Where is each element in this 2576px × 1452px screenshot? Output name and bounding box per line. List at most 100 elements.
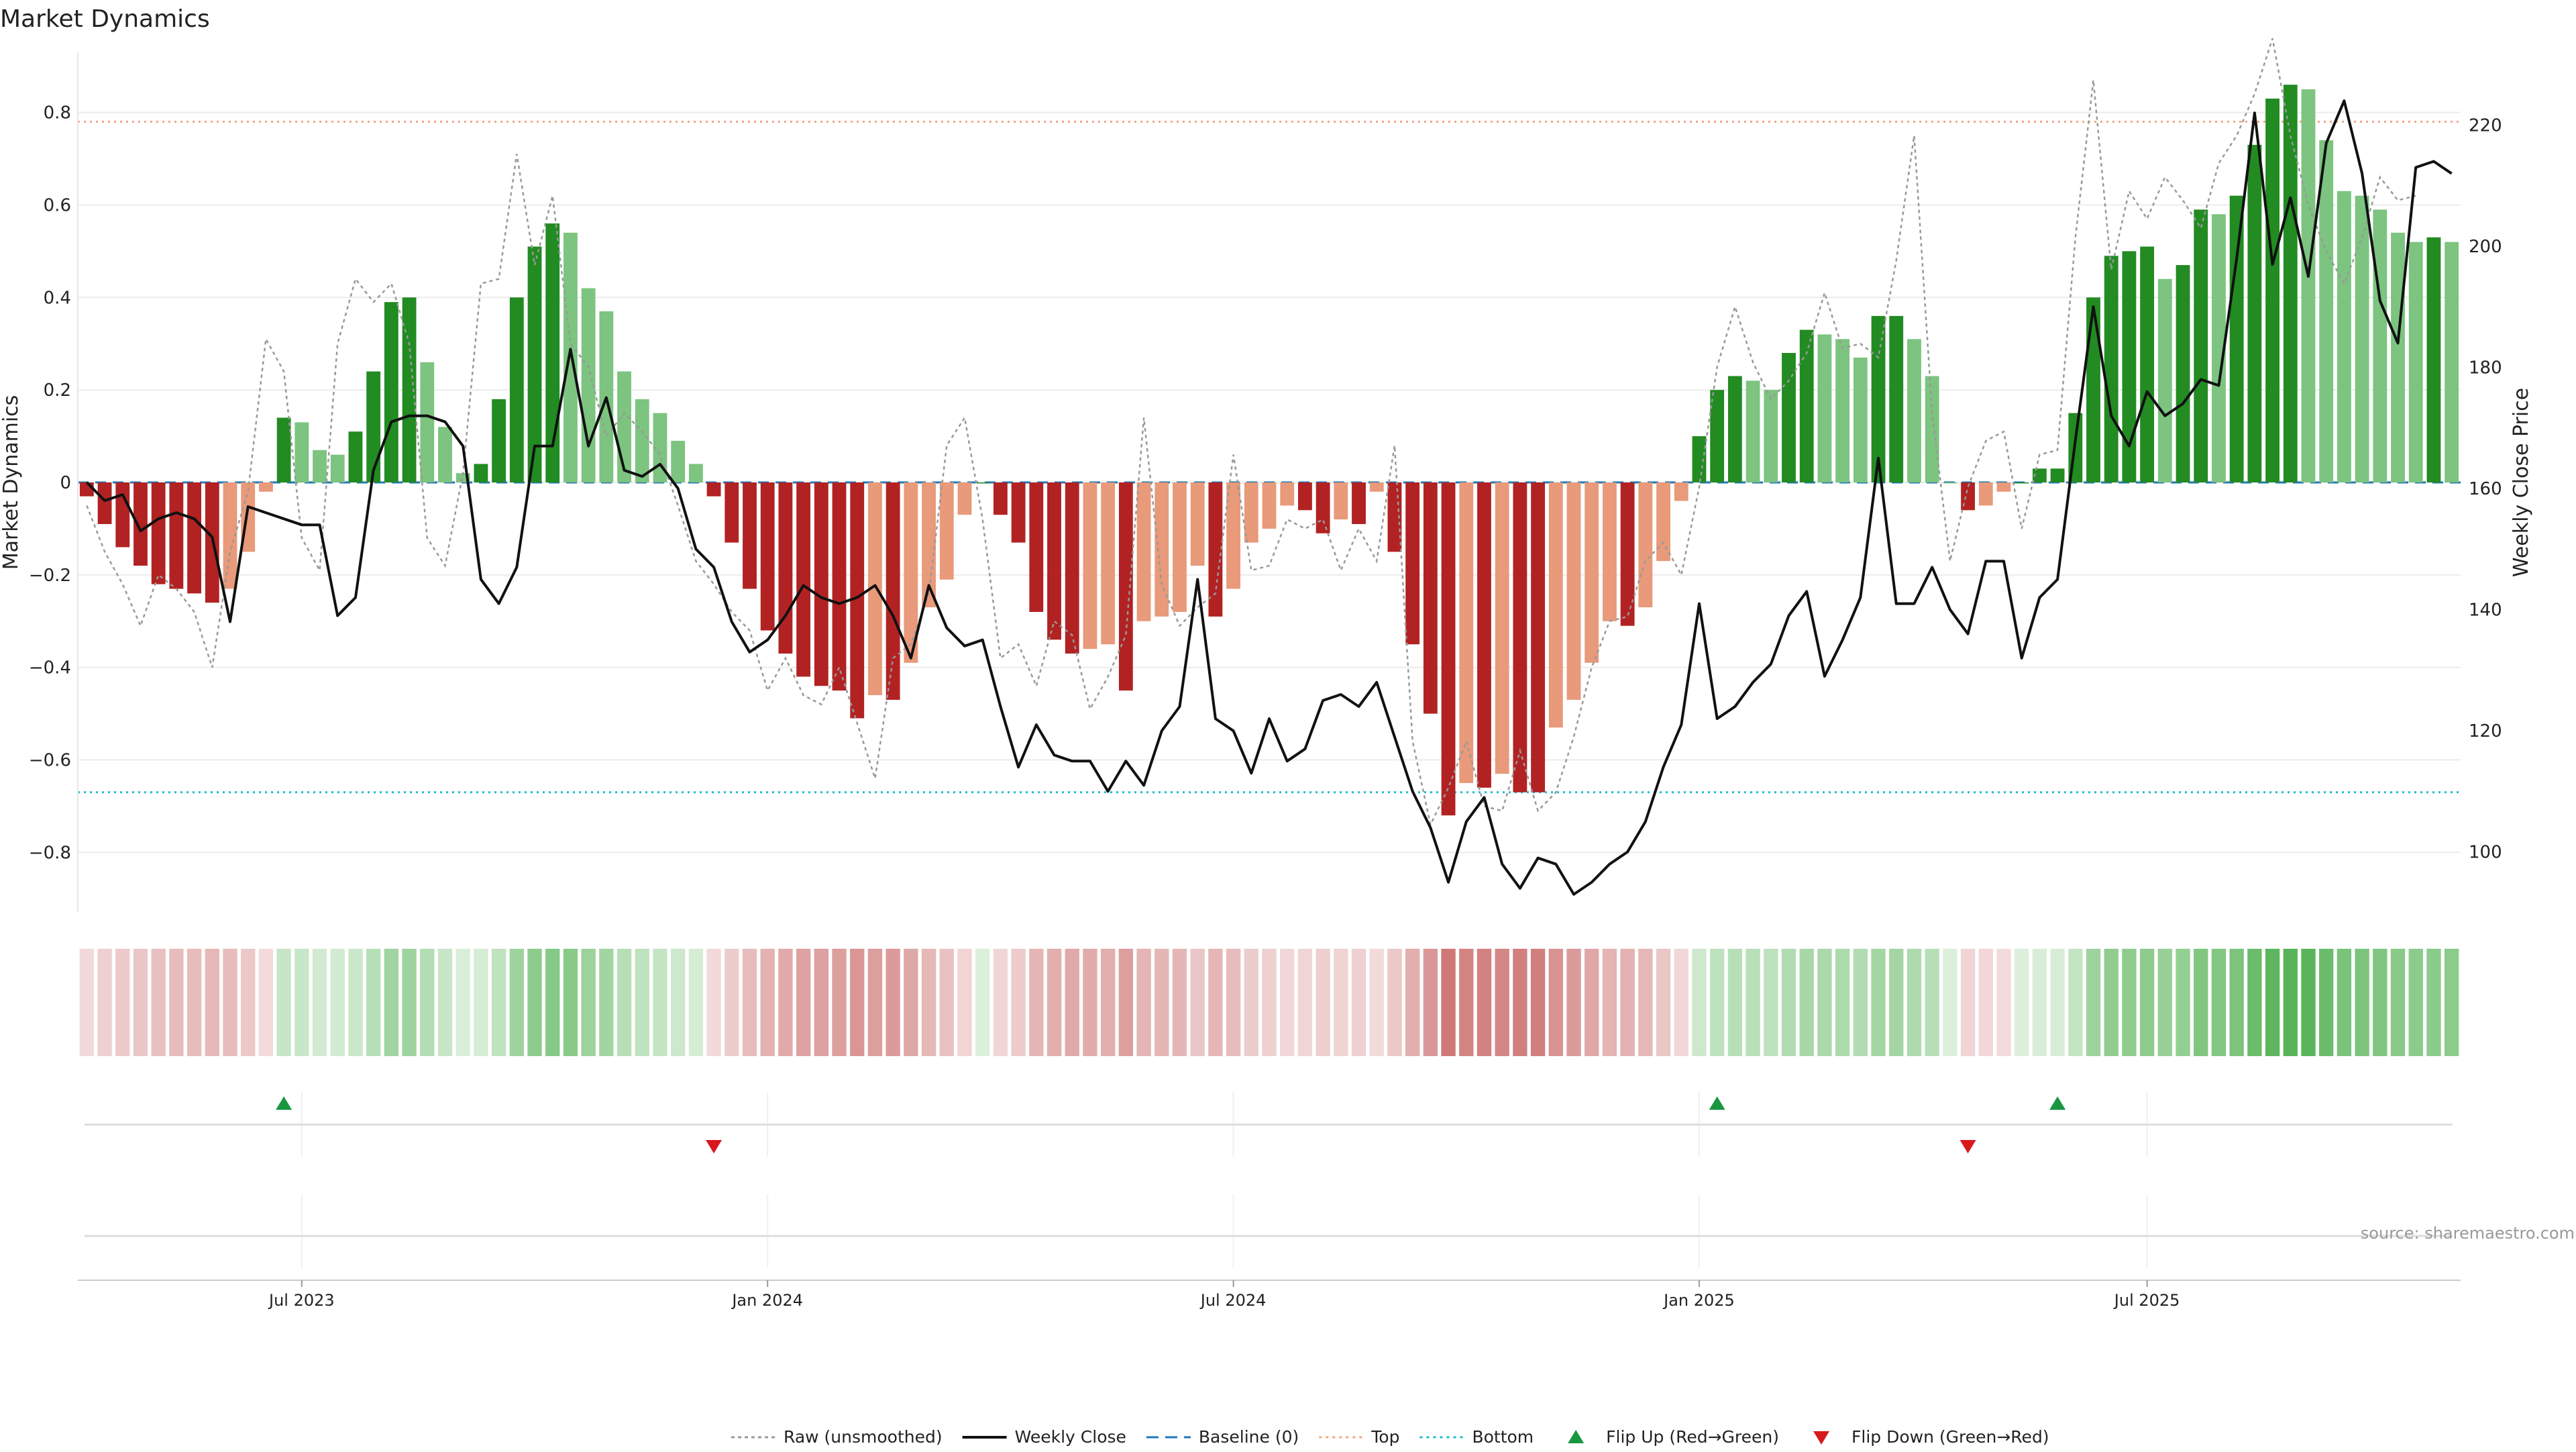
strip-cell [1459, 949, 1474, 1056]
strip-cell [653, 949, 667, 1056]
left-tick-label: −0.8 [29, 843, 71, 863]
dynamics-bar [420, 362, 435, 482]
dynamics-bar [1387, 482, 1402, 552]
strip-cell [1602, 949, 1617, 1056]
legend-label: Raw (unsmoothed) [784, 1427, 943, 1447]
dynamics-bar [1548, 482, 1563, 728]
strip-cell [1297, 949, 1313, 1056]
strip-cell [1781, 949, 1796, 1056]
dynamics-bar [1101, 482, 1116, 645]
dynamics-bar [2301, 89, 2316, 483]
strip-cell [2176, 949, 2190, 1056]
strip-cell [1405, 949, 1420, 1056]
weekly-close-line [85, 99, 2453, 896]
dynamics-bar [724, 482, 739, 543]
strip-cell [1387, 949, 1402, 1056]
strip-cell [455, 949, 470, 1056]
strip-cell [330, 949, 345, 1056]
strip-cell [742, 949, 757, 1056]
dynamics-bar [743, 482, 757, 589]
dynamics-bar [2319, 140, 2334, 483]
strip-cell [420, 949, 435, 1056]
strip-cell [1280, 949, 1295, 1056]
legend-label: Flip Up (Red→Green) [1606, 1427, 1779, 1447]
dynamics-bar [1782, 353, 1796, 482]
left-tick-label: 0.2 [44, 380, 71, 401]
dynamics-bar [1566, 482, 1581, 700]
strip-cell [1889, 949, 1904, 1056]
dynamics-bar [706, 482, 721, 497]
dynamics-bar [1405, 482, 1420, 645]
dynamics-bar [2373, 209, 2387, 482]
x-tick-label: Jul 2025 [2113, 1291, 2180, 1310]
dynamics-bars [79, 85, 2459, 816]
legend-item: Flip Up (Red→Green) [1568, 1427, 1779, 1447]
strip-cell [294, 949, 309, 1056]
strip-cell [1100, 949, 1116, 1056]
strip-cell [670, 949, 686, 1056]
strip-cell [1566, 949, 1581, 1056]
strip-cell [205, 949, 219, 1056]
dynamics-bar [169, 482, 184, 589]
dynamics-bar [384, 302, 398, 482]
dynamics-bar [1656, 482, 1670, 562]
dynamics-bar [1978, 482, 1993, 506]
x-tick-label: Jul 2023 [268, 1291, 335, 1310]
dynamics-bar [1262, 482, 1277, 529]
strip-cell [1190, 949, 1205, 1056]
dynamics-bar [402, 297, 417, 482]
right-axis-label: Weekly Close Price [2510, 388, 2533, 577]
strip-cell [1709, 949, 1725, 1056]
dynamics-bar [635, 399, 649, 482]
strip-cell [921, 949, 936, 1056]
dynamics-bar [1477, 482, 1491, 788]
dynamics-bar [2104, 256, 2118, 482]
strip-cell [1746, 949, 1760, 1056]
strip-cell [2139, 949, 2155, 1056]
strip-cell [2426, 949, 2441, 1056]
right-tick-label: 200 [2469, 237, 2502, 257]
strip-cell [778, 949, 793, 1056]
strip-cell [1638, 949, 1653, 1056]
dynamics-bar [1173, 482, 1187, 612]
dynamics-bar [1835, 339, 1850, 482]
dynamics-bar [2391, 232, 2405, 482]
dynamics-bar [294, 422, 309, 482]
dynamics-bar [115, 482, 130, 548]
strip-cell [2390, 949, 2406, 1056]
dynamics-bar [1871, 315, 1886, 482]
strip-cell [312, 949, 327, 1056]
x-tick-label: Jul 2024 [1199, 1291, 1267, 1310]
right-tick-label: 220 [2469, 115, 2502, 136]
strip-cell [2194, 949, 2208, 1056]
dynamics-bar [1674, 482, 1688, 501]
legend-item: Raw (unsmoothed) [731, 1427, 943, 1447]
dynamics-bar [1620, 482, 1635, 626]
x-tick-label: Jan 2024 [731, 1291, 803, 1310]
strip-cell [688, 949, 704, 1056]
main-axes: 0.8 0.6 0.4 0.2 0 −0.2 −0.4 −0.6 −0.8 220 200 180 16… [0, 52, 2533, 913]
dynamics-bar [313, 450, 327, 482]
strip-cell [814, 949, 829, 1056]
raw-series [86, 38, 2416, 827]
dynamics-bar [1727, 376, 1742, 482]
dynamics-bar [492, 399, 506, 482]
heat-strip [79, 949, 2459, 1056]
strip-cell [241, 949, 256, 1056]
strip-cell [1046, 949, 1062, 1056]
strip-cell [509, 949, 524, 1056]
strip-cell [474, 949, 488, 1056]
right-tick-label: 100 [2469, 843, 2502, 863]
dynamics-bar [922, 482, 936, 608]
dynamics-bar [760, 482, 775, 631]
dynamics-bar [1817, 334, 1832, 482]
strip-cell [796, 949, 811, 1056]
dynamics-bar [545, 223, 560, 482]
dynamics-bar [151, 482, 166, 584]
strip-cell [957, 949, 972, 1056]
weekly-close-series [85, 99, 2453, 896]
dynamics-bar [187, 482, 202, 594]
dynamics-bar [2408, 242, 2423, 482]
strip-cell [1011, 949, 1026, 1056]
x-tick-label: Jan 2025 [1662, 1291, 1735, 1310]
